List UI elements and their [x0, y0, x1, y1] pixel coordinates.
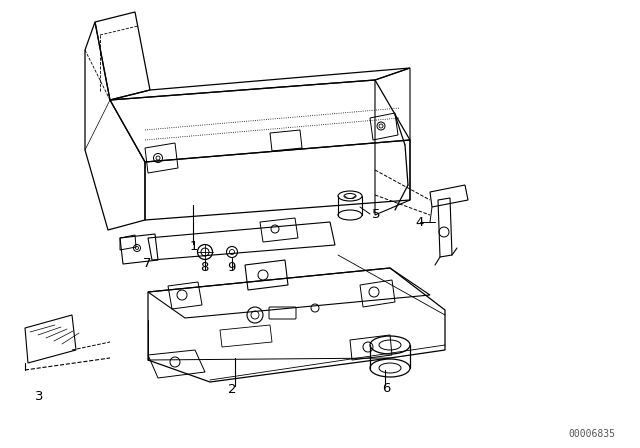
Text: 1: 1 [190, 240, 198, 253]
Text: 2: 2 [228, 383, 237, 396]
Text: 7: 7 [143, 257, 152, 270]
Text: 6: 6 [382, 382, 390, 395]
Text: 9: 9 [227, 261, 236, 274]
Text: 3: 3 [35, 390, 44, 403]
Text: 8: 8 [200, 261, 209, 274]
Text: 00006835: 00006835 [568, 429, 615, 439]
Text: 4: 4 [415, 216, 424, 229]
Text: 5: 5 [372, 208, 381, 221]
